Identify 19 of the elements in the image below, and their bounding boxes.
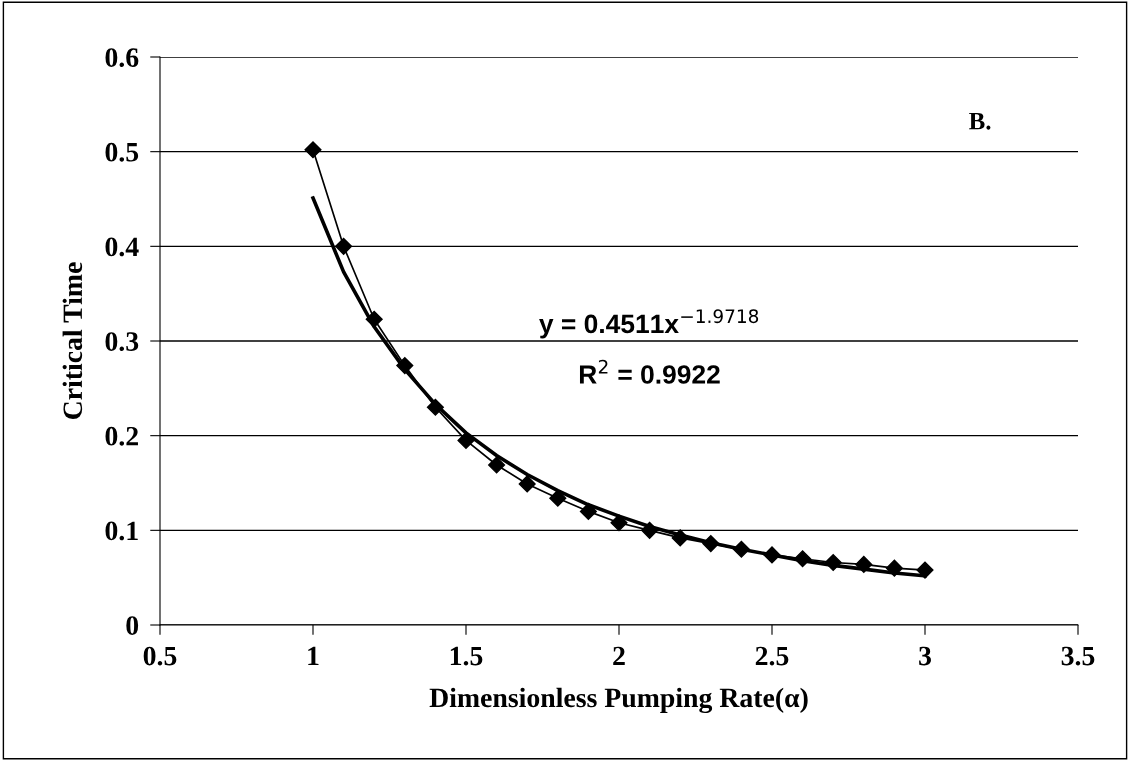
x-tick-label: 0.5 [143,646,177,666]
y-tick-label: 0.4 [105,237,139,257]
annotation: B. [969,112,991,130]
y-tick-label: 0.3 [105,332,139,352]
x-tick-label: 1.5 [450,646,483,666]
x-tick-label: 1 [308,646,319,666]
y-tick-label: 0.6 [105,48,139,68]
y-tick-label: 0.5 [105,142,139,162]
x-tick-label: 3 [919,646,931,666]
y-axis-title: Critical Time [62,262,83,419]
y-tick-label: 0.1 [105,521,138,541]
annotation: y = 0.4511x$^{−1.9718}$ [539,309,759,339]
x-tick-label: 3.5 [1061,646,1095,666]
y-tick-label: 0.2 [105,426,138,446]
x-axis-title: Dimensionless Pumping Rate(α) [429,687,808,714]
y-tick-label: 0 [126,616,139,635]
x-tick-label: 2 [613,646,625,666]
annotation: R$^{2}$ = 0.9922 [579,359,720,384]
x-tick-label: 2.5 [755,646,789,666]
